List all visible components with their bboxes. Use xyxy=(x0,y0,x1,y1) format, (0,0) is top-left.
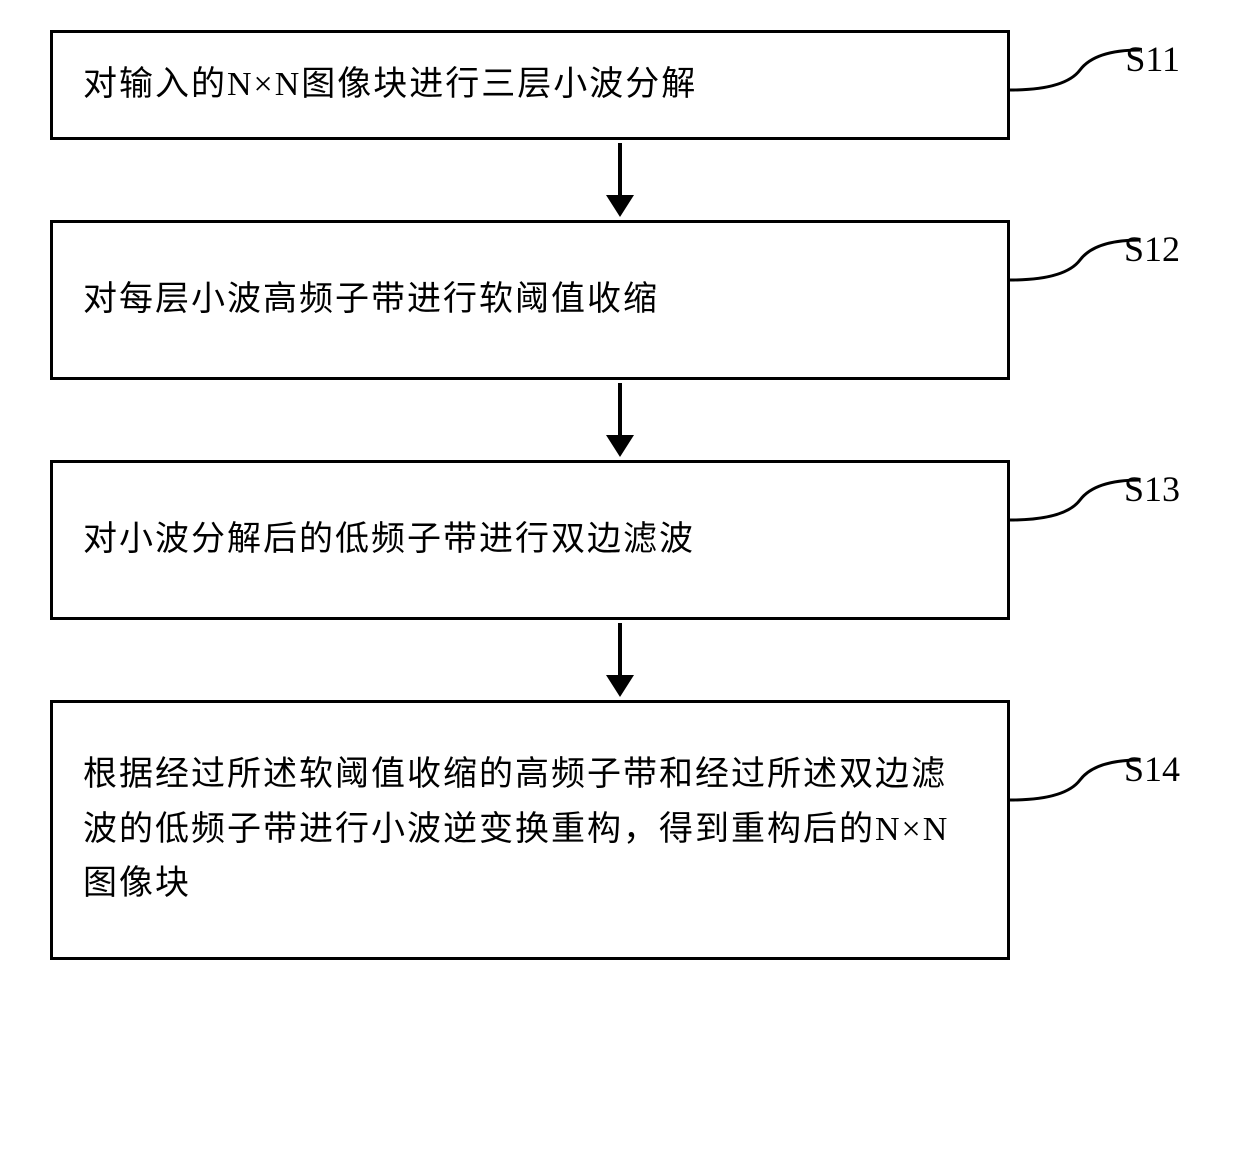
step-row-2: 对每层小波高频子带进行软阈值收缩 S12 xyxy=(50,220,1190,380)
step-text-s12: 对每层小波高频子带进行软阈值收缩 xyxy=(83,273,659,327)
arrow-line xyxy=(618,383,622,435)
step-label-s12: S12 xyxy=(1124,228,1180,270)
step-text-s14: 根据经过所述软阈值收缩的高频子带和经过所述双边滤波的低频子带进行小波逆变换重构，… xyxy=(83,748,977,911)
step-box-s11: 对输入的N×N图像块进行三层小波分解 xyxy=(50,30,1010,140)
step-box-s12: 对每层小波高频子带进行软阈值收缩 xyxy=(50,220,1010,380)
arrow-1-2 xyxy=(606,140,634,220)
arrow-head xyxy=(606,435,634,457)
step-box-s14: 根据经过所述软阈值收缩的高频子带和经过所述双边滤波的低频子带进行小波逆变换重构，… xyxy=(50,700,1010,960)
arrow-3-4 xyxy=(606,620,634,700)
arrow-line xyxy=(618,143,622,195)
connector-curve-s14 xyxy=(1010,700,1190,960)
arrow-line xyxy=(618,623,622,675)
flowchart-container: 对输入的N×N图像块进行三层小波分解 S11 对每层小波高频子带进行软阈值收缩 … xyxy=(50,30,1190,960)
step-row-3: 对小波分解后的低频子带进行双边滤波 S13 xyxy=(50,460,1190,620)
arrow-2-3 xyxy=(606,380,634,460)
step-row-1: 对输入的N×N图像块进行三层小波分解 S11 xyxy=(50,30,1190,140)
step-text-s13: 对小波分解后的低频子带进行双边滤波 xyxy=(83,513,695,567)
step-label-s14: S14 xyxy=(1124,748,1180,790)
step-text-s11: 对输入的N×N图像块进行三层小波分解 xyxy=(83,58,697,112)
step-row-4: 根据经过所述软阈值收缩的高频子带和经过所述双边滤波的低频子带进行小波逆变换重构，… xyxy=(50,700,1190,960)
step-label-s11: S11 xyxy=(1125,38,1180,80)
arrow-head xyxy=(606,195,634,217)
arrow-head xyxy=(606,675,634,697)
step-label-s13: S13 xyxy=(1124,468,1180,510)
step-box-s13: 对小波分解后的低频子带进行双边滤波 xyxy=(50,460,1010,620)
